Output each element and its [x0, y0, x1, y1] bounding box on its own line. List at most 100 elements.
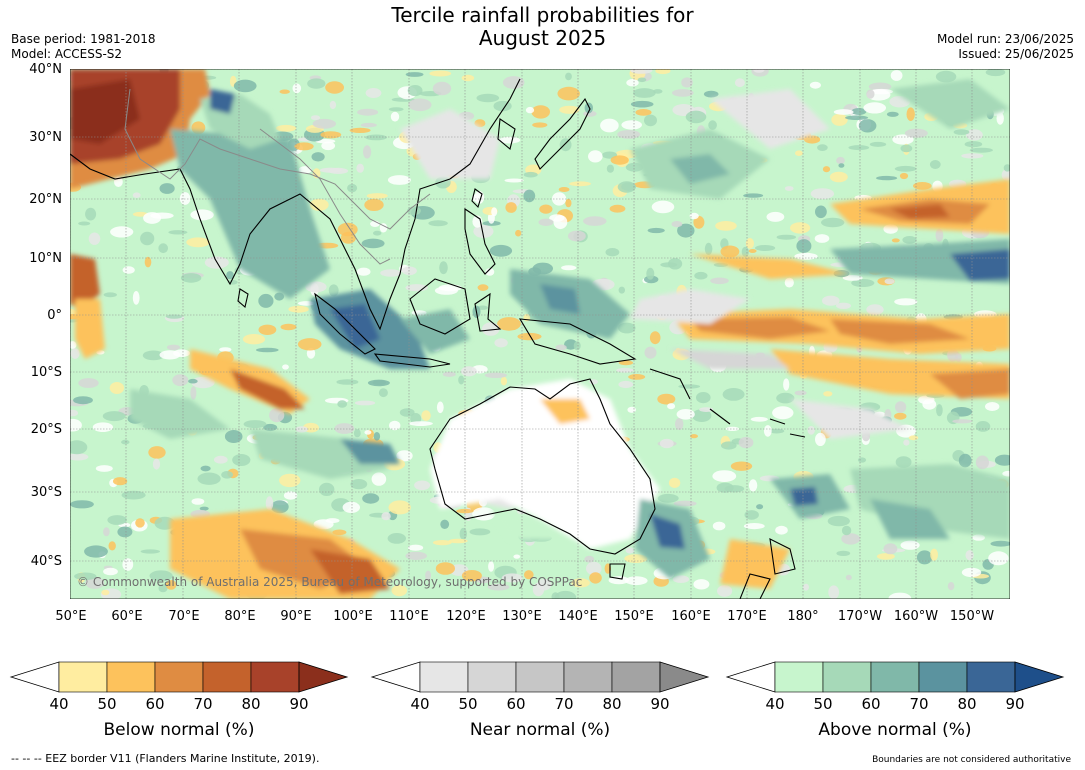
- cb0-tick: 90: [289, 695, 309, 713]
- cb0-tick: 80: [241, 695, 261, 713]
- colorbar-low-extension: [725, 661, 776, 693]
- coast-sulawesi: [474, 292, 502, 332]
- colorbar-segment: [202, 661, 252, 693]
- coast-china: [449, 78, 521, 180]
- lon-label: 100°E: [333, 609, 373, 624]
- colorbar-segment: [467, 661, 517, 693]
- coast-java: [373, 353, 451, 368]
- cb1-tick: 80: [602, 695, 622, 713]
- coast-philippines: [464, 207, 496, 275]
- base-period: Base period: 1981-2018: [11, 32, 156, 46]
- lat-label-10s: 10°S: [30, 365, 62, 380]
- title-line-2: August 2025: [478, 26, 607, 50]
- issued-date: Issued: 25/06/2025: [958, 47, 1074, 61]
- lat-label-20s: 20°S: [30, 422, 62, 437]
- copyright-credit: © Commonwealth of Australia 2025, Bureau…: [77, 575, 582, 589]
- colorbar-segment: [154, 661, 204, 693]
- colorbar-segment: [563, 661, 613, 693]
- lon-label: 130°E: [502, 609, 542, 624]
- coastlines: [70, 78, 806, 599]
- colorbar-title-near-normal: Near normal (%): [469, 720, 611, 740]
- coast-solomons: [649, 368, 731, 425]
- coast-tasmania: [609, 563, 626, 580]
- cb2-tick: 70: [909, 695, 929, 713]
- lat-label-20n: 20°N: [29, 192, 62, 207]
- lon-label: 60°E: [111, 609, 143, 624]
- coast-taiwan: [471, 188, 483, 209]
- colorbar-high-extension: [298, 661, 349, 693]
- lon-label: 90°E: [280, 609, 312, 624]
- cb2-tick: 50: [813, 695, 833, 713]
- boundaries-note: Boundaries are not considered authoritat…: [872, 755, 1071, 765]
- lat-label-equator: 0°: [47, 308, 62, 323]
- coast-australia: [429, 378, 656, 555]
- colorbar-segment: [58, 661, 108, 693]
- coast-new-guinea: [518, 318, 637, 365]
- lon-label: 50°E: [55, 609, 87, 624]
- colorbar-title-below-normal: Below normal (%): [103, 720, 255, 740]
- coast-sumatra: [314, 292, 376, 355]
- coast-sri-lanka: [237, 288, 249, 309]
- lat-label-30n: 30°N: [29, 130, 62, 145]
- graticule: [70, 69, 1010, 599]
- cb1-tick: 70: [554, 695, 574, 713]
- coast-new-zealand: [739, 538, 796, 599]
- colorbar-segment: [966, 661, 1016, 693]
- cb1-tick: 50: [458, 695, 478, 713]
- coast-borneo: [409, 278, 471, 335]
- lon-label: 170°W: [837, 609, 883, 624]
- colorbars: [9, 661, 1065, 693]
- country-borders: [124, 88, 431, 265]
- colorbar-title-above-normal: Above normal (%): [818, 720, 972, 740]
- cb2-tick: 90: [1005, 695, 1025, 713]
- cb1-tick: 90: [650, 695, 670, 713]
- colorbar-segment: [870, 661, 920, 693]
- colorbar-segment: [250, 661, 300, 693]
- lon-label: 180°: [787, 609, 819, 624]
- lat-label-30s: 30°S: [30, 485, 62, 500]
- cb0-tick: 50: [97, 695, 117, 713]
- colorbar-segment: [419, 661, 469, 693]
- model-name: Model: ACCESS-S2: [11, 47, 123, 61]
- colorbar-low-extension: [9, 661, 60, 693]
- colorbar-below-normal: [9, 661, 349, 693]
- lon-label: 170°E: [727, 609, 767, 624]
- lon-label: 150°W: [949, 609, 995, 624]
- colorbar-segment: [918, 661, 968, 693]
- lon-label: 80°E: [224, 609, 256, 624]
- run-info: Model run: 23/06/2025 Issued: 25/06/2025: [937, 32, 1074, 62]
- coast-indochina: [339, 178, 451, 331]
- colorbar-near-normal: [370, 661, 710, 693]
- colorbar-above-normal: [725, 661, 1065, 693]
- lon-label: 70°E: [168, 609, 200, 624]
- model-info: Base period: 1981-2018 Model: ACCESS-S2: [11, 32, 156, 62]
- colorbar-high-extension: [1014, 661, 1065, 693]
- lon-label: 160°E: [671, 609, 711, 624]
- coast-arabia-india: [70, 153, 341, 286]
- colorbar-segment: [774, 661, 824, 693]
- lon-label: 160°W: [893, 609, 939, 624]
- lon-label: 140°E: [558, 609, 598, 624]
- lon-label: 110°E: [389, 609, 429, 624]
- lat-label-10n: 10°N: [29, 251, 62, 266]
- cb1-tick: 60: [506, 695, 526, 713]
- colorbar-low-extension: [370, 661, 421, 693]
- cb2-tick: 40: [765, 695, 785, 713]
- title-line-1: Tercile rainfall probabilities for: [391, 3, 694, 27]
- colorbar-segment: [822, 661, 872, 693]
- colorbar-segment: [515, 661, 565, 693]
- lon-label: 120°E: [446, 609, 486, 624]
- colorbar-high-extension: [659, 661, 710, 693]
- cb0-tick: 70: [193, 695, 213, 713]
- coast-fiji: [769, 418, 806, 438]
- probability-patches: [70, 69, 1010, 599]
- chart-title: Tercile rainfall probabilities for Augus…: [0, 4, 1085, 50]
- cb2-tick: 80: [957, 695, 977, 713]
- cb2-tick: 60: [861, 695, 881, 713]
- coast-japan: [534, 97, 591, 170]
- rainfall-probability-map: © Commonwealth of Australia 2025, Bureau…: [70, 69, 1010, 599]
- model-run: Model run: 23/06/2025: [936, 32, 1074, 46]
- lat-label-40s: 40°S: [30, 554, 62, 569]
- coast-korea: [497, 118, 516, 150]
- colorbar-segment: [106, 661, 156, 693]
